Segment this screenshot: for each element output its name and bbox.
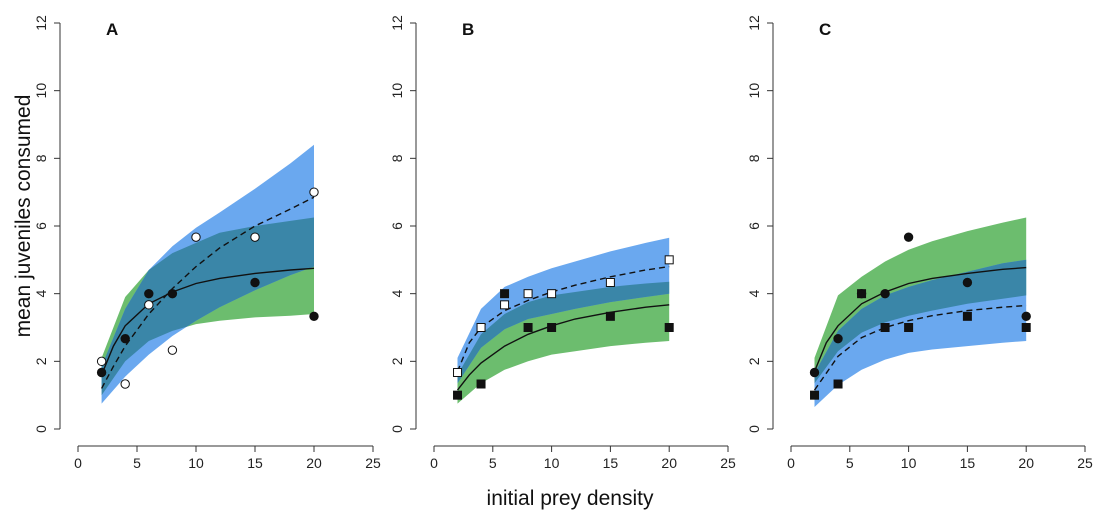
- data-point-open-circle: [144, 300, 154, 310]
- fit-curve-solid: [813, 266, 1027, 372]
- y-tick-label: 6: [389, 222, 405, 230]
- fit-curve-dashed: [456, 265, 670, 372]
- y-tick-label: 6: [746, 222, 762, 230]
- data-point-filled-circle: [309, 311, 319, 322]
- x-tick-label: 10: [901, 455, 917, 471]
- x-tick-label: 10: [544, 455, 560, 471]
- data-point-open-square: [523, 289, 533, 299]
- panel-label: C: [819, 20, 831, 39]
- data-point-filled-circle: [96, 367, 107, 378]
- y-tick-label: 4: [33, 290, 49, 298]
- data-point-filled-square: [833, 379, 843, 389]
- data-point-open-square: [547, 289, 557, 299]
- data-point-filled-circle: [903, 232, 914, 242]
- data-point-filled-circle: [167, 288, 178, 299]
- data-point-filled-square: [500, 289, 510, 299]
- x-tick-label: 25: [365, 455, 381, 471]
- y-tick-label: 10: [33, 83, 49, 99]
- y-tick-label: 12: [33, 15, 49, 31]
- data-point-filled-circle: [962, 277, 973, 288]
- y-tick-label: 2: [746, 357, 762, 365]
- y-tick-label: 0: [746, 425, 762, 433]
- y-tick-label: 12: [389, 15, 405, 31]
- data-point-open-square: [476, 323, 486, 332]
- data-point-filled-circle: [250, 277, 260, 288]
- data-point-filled-square: [857, 289, 867, 299]
- data-point-filled-square: [810, 390, 820, 400]
- x-tick-label: 20: [306, 455, 322, 471]
- fit-curve-dashed: [813, 304, 1027, 391]
- y-tick-label: 6: [33, 222, 49, 230]
- x-tick-label: 25: [720, 455, 736, 471]
- data-point-filled-square: [453, 390, 463, 400]
- data-point-filled-square: [904, 323, 914, 332]
- x-tick-label: 15: [247, 455, 263, 471]
- data-point-open-square: [500, 300, 510, 310]
- panel-label: A: [106, 20, 118, 39]
- data-point-filled-circle: [120, 333, 130, 344]
- fit-curve-solid: [100, 267, 315, 376]
- y-tick-label: 2: [33, 357, 49, 365]
- x-tick-label: 5: [489, 455, 497, 471]
- data-point-filled-square: [962, 311, 972, 321]
- y-tick-label: 8: [33, 154, 49, 162]
- data-point-open-circle: [120, 379, 130, 389]
- y-tick-label: 0: [33, 425, 49, 433]
- data-point-open-circle: [96, 356, 107, 367]
- x-tick-label: 5: [133, 455, 141, 471]
- data-point-filled-circle: [833, 333, 843, 344]
- x-tick-label: 10: [188, 455, 204, 471]
- data-point-open-square: [453, 367, 463, 377]
- data-point-filled-square: [476, 379, 486, 389]
- x-tick-label: 15: [603, 455, 619, 471]
- data-point-open-circle: [167, 345, 178, 355]
- fit-curve-solid: [456, 304, 670, 391]
- x-tick-label: 5: [846, 455, 854, 471]
- panel-b: 0 5 10 15 20 25 0 2 4 6 8 10 12 B: [389, 15, 736, 471]
- x-tick-label: 20: [1018, 455, 1034, 471]
- y-tick-label: 10: [389, 83, 405, 99]
- confidence-band-overlap: [457, 281, 670, 384]
- x-tick-label: 20: [661, 455, 677, 471]
- x-tick-label: 0: [74, 455, 82, 471]
- data-point-filled-circle: [880, 288, 890, 299]
- y-tick-label: 0: [389, 425, 405, 433]
- y-axis-title: mean juveniles consumed: [12, 95, 35, 338]
- data-point-open-square: [664, 255, 674, 265]
- data-point-filled-circle: [1021, 311, 1031, 322]
- data-point-open-circle: [191, 232, 201, 242]
- x-tick-label: 15: [960, 455, 976, 471]
- x-tick-label: 0: [430, 455, 438, 471]
- data-point-filled-square: [547, 323, 557, 332]
- y-tick-label: 12: [746, 15, 762, 31]
- x-tick-label: 0: [787, 455, 795, 471]
- data-point-open-square: [605, 278, 615, 288]
- panel-label: B: [462, 20, 474, 39]
- data-point-filled-square: [880, 323, 890, 332]
- panel-c: 0 5 10 15 20 25 0 2 4 6 8 10 12 C: [746, 15, 1093, 471]
- y-tick-label: 2: [389, 357, 405, 365]
- y-tick-label: 4: [746, 290, 762, 298]
- data-point-open-circle: [250, 232, 260, 242]
- data-point-open-circle: [309, 187, 319, 197]
- data-point-filled-square: [605, 311, 615, 321]
- data-point-filled-circle: [144, 288, 154, 299]
- data-point-filled-square: [1021, 323, 1031, 332]
- y-tick-label: 10: [746, 83, 762, 99]
- x-axis-title: initial prey density: [487, 487, 654, 510]
- data-point-filled-square: [523, 323, 533, 332]
- y-tick-label: 8: [389, 154, 405, 162]
- panel-a: 0 5 10 15 20 25 0 2 4 6 8 10 12 A: [33, 15, 381, 471]
- y-tick-label: 4: [389, 290, 405, 298]
- x-tick-label: 25: [1077, 455, 1093, 471]
- data-point-filled-circle: [809, 367, 820, 378]
- y-tick-label: 8: [746, 154, 762, 162]
- data-point-filled-square: [664, 323, 674, 332]
